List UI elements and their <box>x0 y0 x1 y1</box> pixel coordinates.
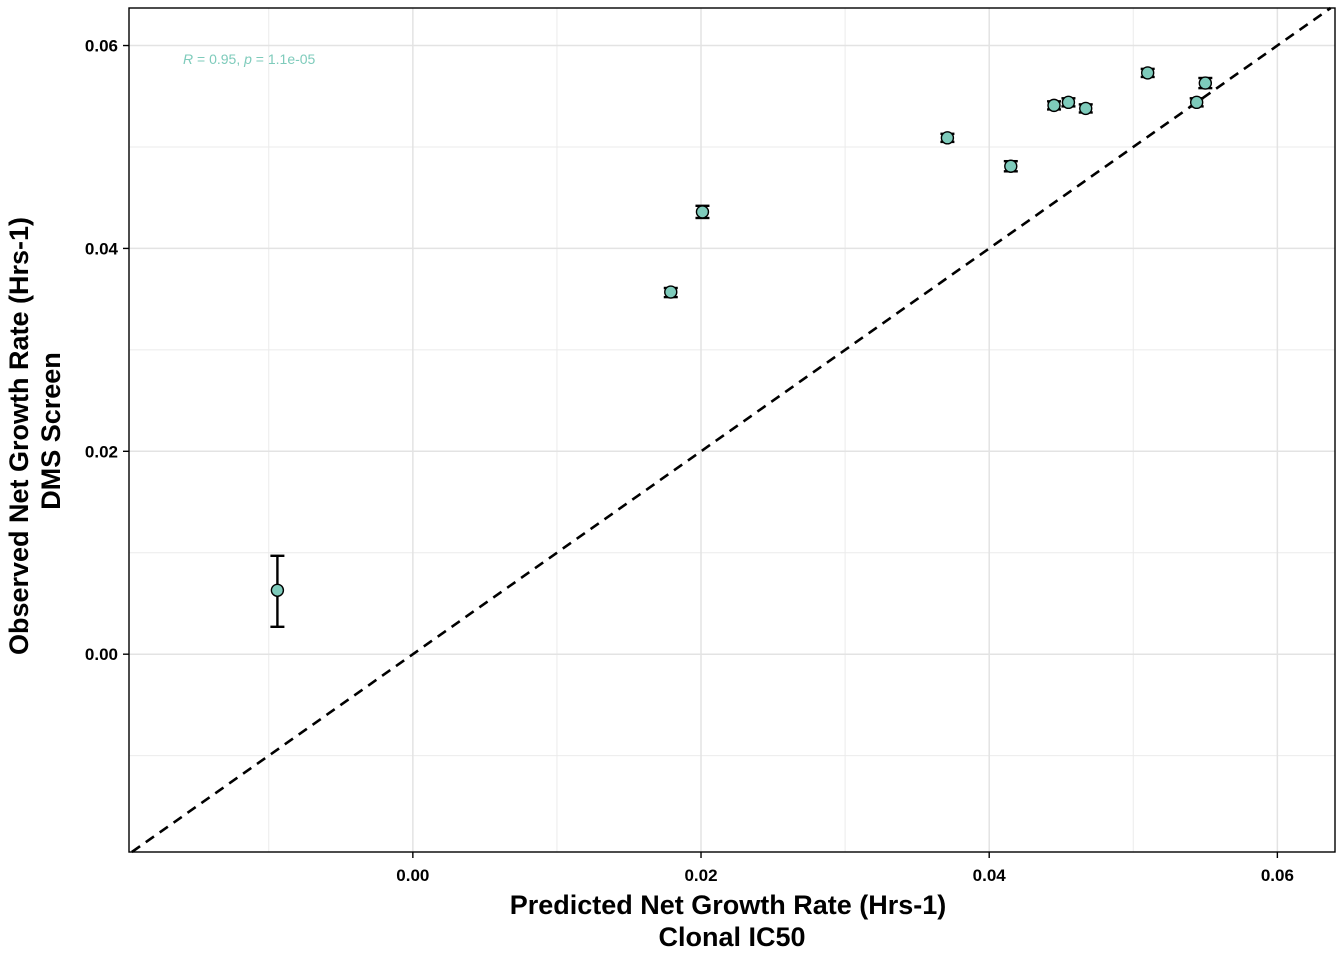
point-marker <box>1047 98 1061 113</box>
annotation-p-label: p <box>243 51 252 67</box>
data-point <box>1140 66 1155 80</box>
x-tick-label: 0.06 <box>1261 866 1294 885</box>
data-point <box>1189 95 1204 110</box>
data-point <box>1078 101 1093 116</box>
point-marker <box>695 205 710 219</box>
point-marker <box>1004 159 1018 173</box>
point-marker <box>940 131 955 145</box>
data-point <box>1047 98 1062 113</box>
plot-border <box>128 7 1336 853</box>
data-point <box>663 285 678 299</box>
x-tick-label: 0.00 <box>396 866 429 885</box>
x-tick-label: 0.02 <box>684 866 717 885</box>
grid-layer <box>129 8 1335 852</box>
y-tick-label: 0.00 <box>85 645 118 664</box>
data-point <box>695 204 710 220</box>
y-tick-label: 0.06 <box>85 37 118 56</box>
x-axis-title-line-2: Clonal IC50 <box>658 922 805 952</box>
point-marker <box>270 583 285 597</box>
data-point <box>1198 76 1213 90</box>
identity-reference-line <box>131 6 1332 854</box>
y-tick-label: 0.04 <box>85 239 119 258</box>
point-marker <box>1061 95 1076 110</box>
points-layer <box>270 66 1213 628</box>
point-marker <box>664 285 678 299</box>
annotation-r-text: = 0.95, <box>193 51 244 67</box>
annotation-r-label: R <box>183 51 193 67</box>
correlation-annotation: R = 0.95, p = 1.1e-05 <box>183 51 316 67</box>
data-point <box>270 554 285 628</box>
annotation-p-text: = 1.1e-05 <box>252 51 316 67</box>
y-axis-title-line-1: Observed Net Growth Rate (Hrs-1) <box>4 217 34 655</box>
ticks-layer: 0.00 0.02 0.04 0.06 0.00 0.02 0.04 0.06 <box>85 37 1294 885</box>
point-marker <box>1140 66 1155 80</box>
x-axis-title-line-1: Predicted Net Growth Rate (Hrs-1) <box>510 890 947 920</box>
data-point <box>1061 95 1076 110</box>
point-marker <box>1198 76 1213 90</box>
point-marker <box>1189 95 1204 110</box>
data-point <box>940 131 955 145</box>
y-tick-label: 0.02 <box>85 442 118 461</box>
data-point <box>1003 159 1018 173</box>
x-tick-label: 0.04 <box>973 866 1007 885</box>
reference-line-layer <box>131 6 1332 854</box>
point-marker <box>1079 101 1093 116</box>
y-axis-title-line-2: DMS Screen <box>36 352 66 510</box>
